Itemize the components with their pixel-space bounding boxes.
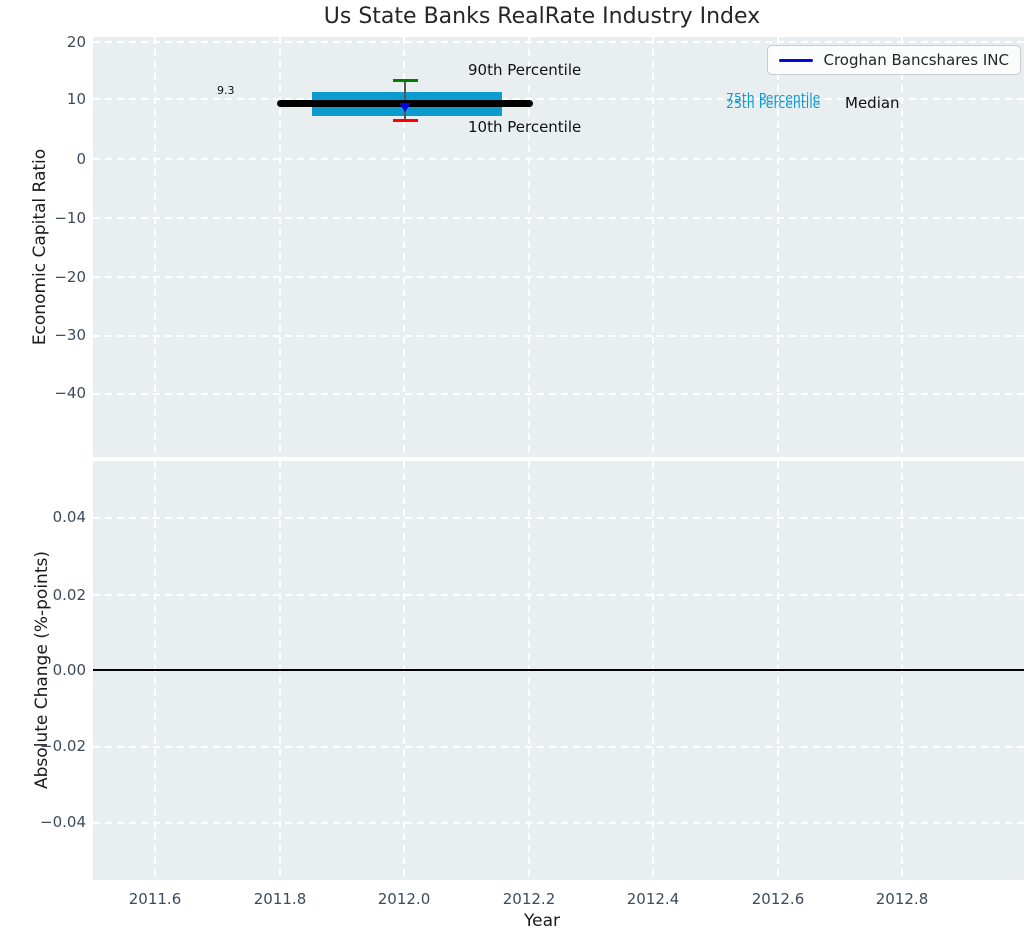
median-label: Median: [845, 94, 900, 112]
gridline-y--10: [93, 217, 1024, 219]
top-panel-axes: 9.3 90th Percentile 10th Percentile 75th…: [93, 37, 1024, 457]
xtick-2011.6: 2011.6: [128, 890, 182, 908]
gridline-y-10: [93, 98, 1024, 100]
xtick-2012.2: 2012.2: [502, 890, 556, 908]
bottom-y-axis-label: Absolute Change (%-points): [32, 551, 52, 789]
gridline-y--0.04: [93, 822, 1024, 824]
ytick-top-0: 0: [76, 150, 86, 168]
gridline-y--0.02: [93, 746, 1024, 748]
company-value-label: 9.3: [217, 84, 235, 97]
x-axis-label: Year: [524, 911, 560, 931]
p90-cap: [393, 79, 418, 82]
company-marker-icon: [399, 103, 411, 112]
xtick-2012.6: 2012.6: [751, 890, 805, 908]
ytick-top--30: −30: [54, 326, 86, 344]
gridline-y-20: [93, 41, 1024, 43]
ytick-bottom-0.00: 0.00: [52, 661, 86, 679]
xtick-2012.0: 2012.0: [377, 890, 431, 908]
gridline-y-0.02: [93, 594, 1024, 596]
ytick-top-10: 10: [66, 90, 86, 108]
ytick-top--20: −20: [54, 268, 86, 286]
ytick-top-20: 20: [66, 33, 86, 51]
legend-entry-label: Croghan Bancshares INC: [823, 51, 1009, 69]
p90-label: 90th Percentile: [468, 61, 582, 79]
zero-change-line: [93, 669, 1024, 671]
gridline-x-2012.4: [652, 37, 654, 457]
xtick-2012.4: 2012.4: [626, 890, 680, 908]
ytick-bottom--0.02: −0.02: [40, 737, 86, 755]
ytick-bottom-0.02: 0.02: [52, 586, 86, 604]
gridline-x-2012.6: [777, 37, 779, 457]
p10-cap: [393, 119, 418, 122]
gridline-y-0: [93, 158, 1024, 160]
ytick-top--10: −10: [54, 209, 86, 227]
legend-box: Croghan Bancshares INC: [767, 45, 1021, 75]
ytick-bottom-0.04: 0.04: [52, 508, 86, 526]
chart-title: Us State Banks RealRate Industry Index: [323, 4, 761, 29]
gridline-x-2012.8: [901, 37, 903, 457]
xtick-2011.8: 2011.8: [253, 890, 307, 908]
ytick-top--40: −40: [54, 384, 86, 402]
gridline-y-0.04: [93, 517, 1024, 519]
top-y-axis-label: Economic Capital Ratio: [30, 148, 50, 346]
gridline-x-2012.0: [403, 37, 405, 457]
gridline-y--40: [93, 393, 1024, 395]
bottom-panel-axes: [93, 461, 1024, 880]
legend-line-sample-icon: [779, 58, 814, 62]
xtick-2012.8: 2012.8: [875, 890, 929, 908]
gridline-x-2012.2: [528, 37, 530, 457]
gridline-y--30: [93, 335, 1024, 337]
gridline-x-2011.6: [154, 37, 156, 457]
p10-label: 10th Percentile: [468, 118, 582, 136]
p25-label: 25th Percentile: [726, 96, 821, 111]
gridline-x-2011.8: [279, 37, 281, 457]
ytick-bottom--0.04: −0.04: [40, 813, 86, 831]
gridline-y--20: [93, 276, 1024, 278]
p75-label: 75th Percentile: [726, 90, 821, 105]
